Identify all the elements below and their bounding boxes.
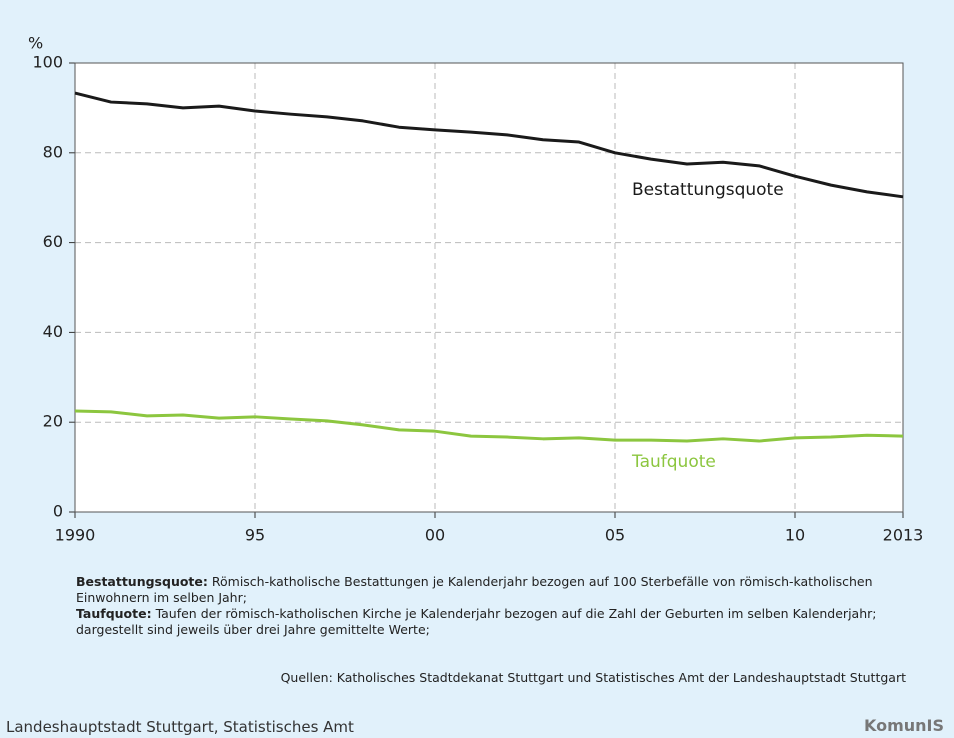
x-tick-label: 2013 <box>883 526 924 545</box>
note-text: Taufen der römisch-katholischen Kirche j… <box>76 606 877 637</box>
plot-area <box>75 63 903 512</box>
series-label: Taufquote <box>631 452 716 472</box>
series-label: Bestattungsquote <box>632 180 784 200</box>
note-text: Römisch-katholische Bestattungen je Kale… <box>76 574 873 605</box>
x-tick-label: 95 <box>245 526 265 545</box>
note: Bestattungsquote: Römisch-katholische Be… <box>76 574 906 606</box>
y-tick-label: 40 <box>43 322 63 341</box>
y-tick-label: 20 <box>43 412 63 431</box>
y-tick-label: 0 <box>53 502 63 521</box>
x-tick-label: 10 <box>785 526 805 545</box>
x-tick-label: 1990 <box>55 526 96 545</box>
footer: Landeshauptstadt Stuttgart, Statistische… <box>6 718 354 736</box>
line-series <box>74 409 904 443</box>
line-series <box>74 91 904 199</box>
chart: % 0 20 40 60 80 100 1990 95 00 05 10 2013 Bestattung… <box>28 34 924 545</box>
source: Quellen: Katholisches Stadtdekanat Stutt… <box>280 670 906 685</box>
y-axis-label: % <box>28 34 43 53</box>
logo: KomunIS <box>863 716 944 735</box>
note-term: Bestattungsquote: <box>76 574 208 589</box>
y-tick-label: 60 <box>43 232 63 251</box>
y-tick-label: 100 <box>32 53 63 72</box>
x-tick-label: 05 <box>605 526 625 545</box>
y-tick-label: 80 <box>43 142 63 161</box>
note-term: Taufquote: <box>76 606 152 621</box>
note: Taufquote: Taufen der römisch-katholisch… <box>76 606 906 638</box>
notes: Bestattungsquote: Römisch-katholische Be… <box>76 574 906 638</box>
x-tick-label: 00 <box>425 526 445 545</box>
plot-frame <box>74 62 904 513</box>
